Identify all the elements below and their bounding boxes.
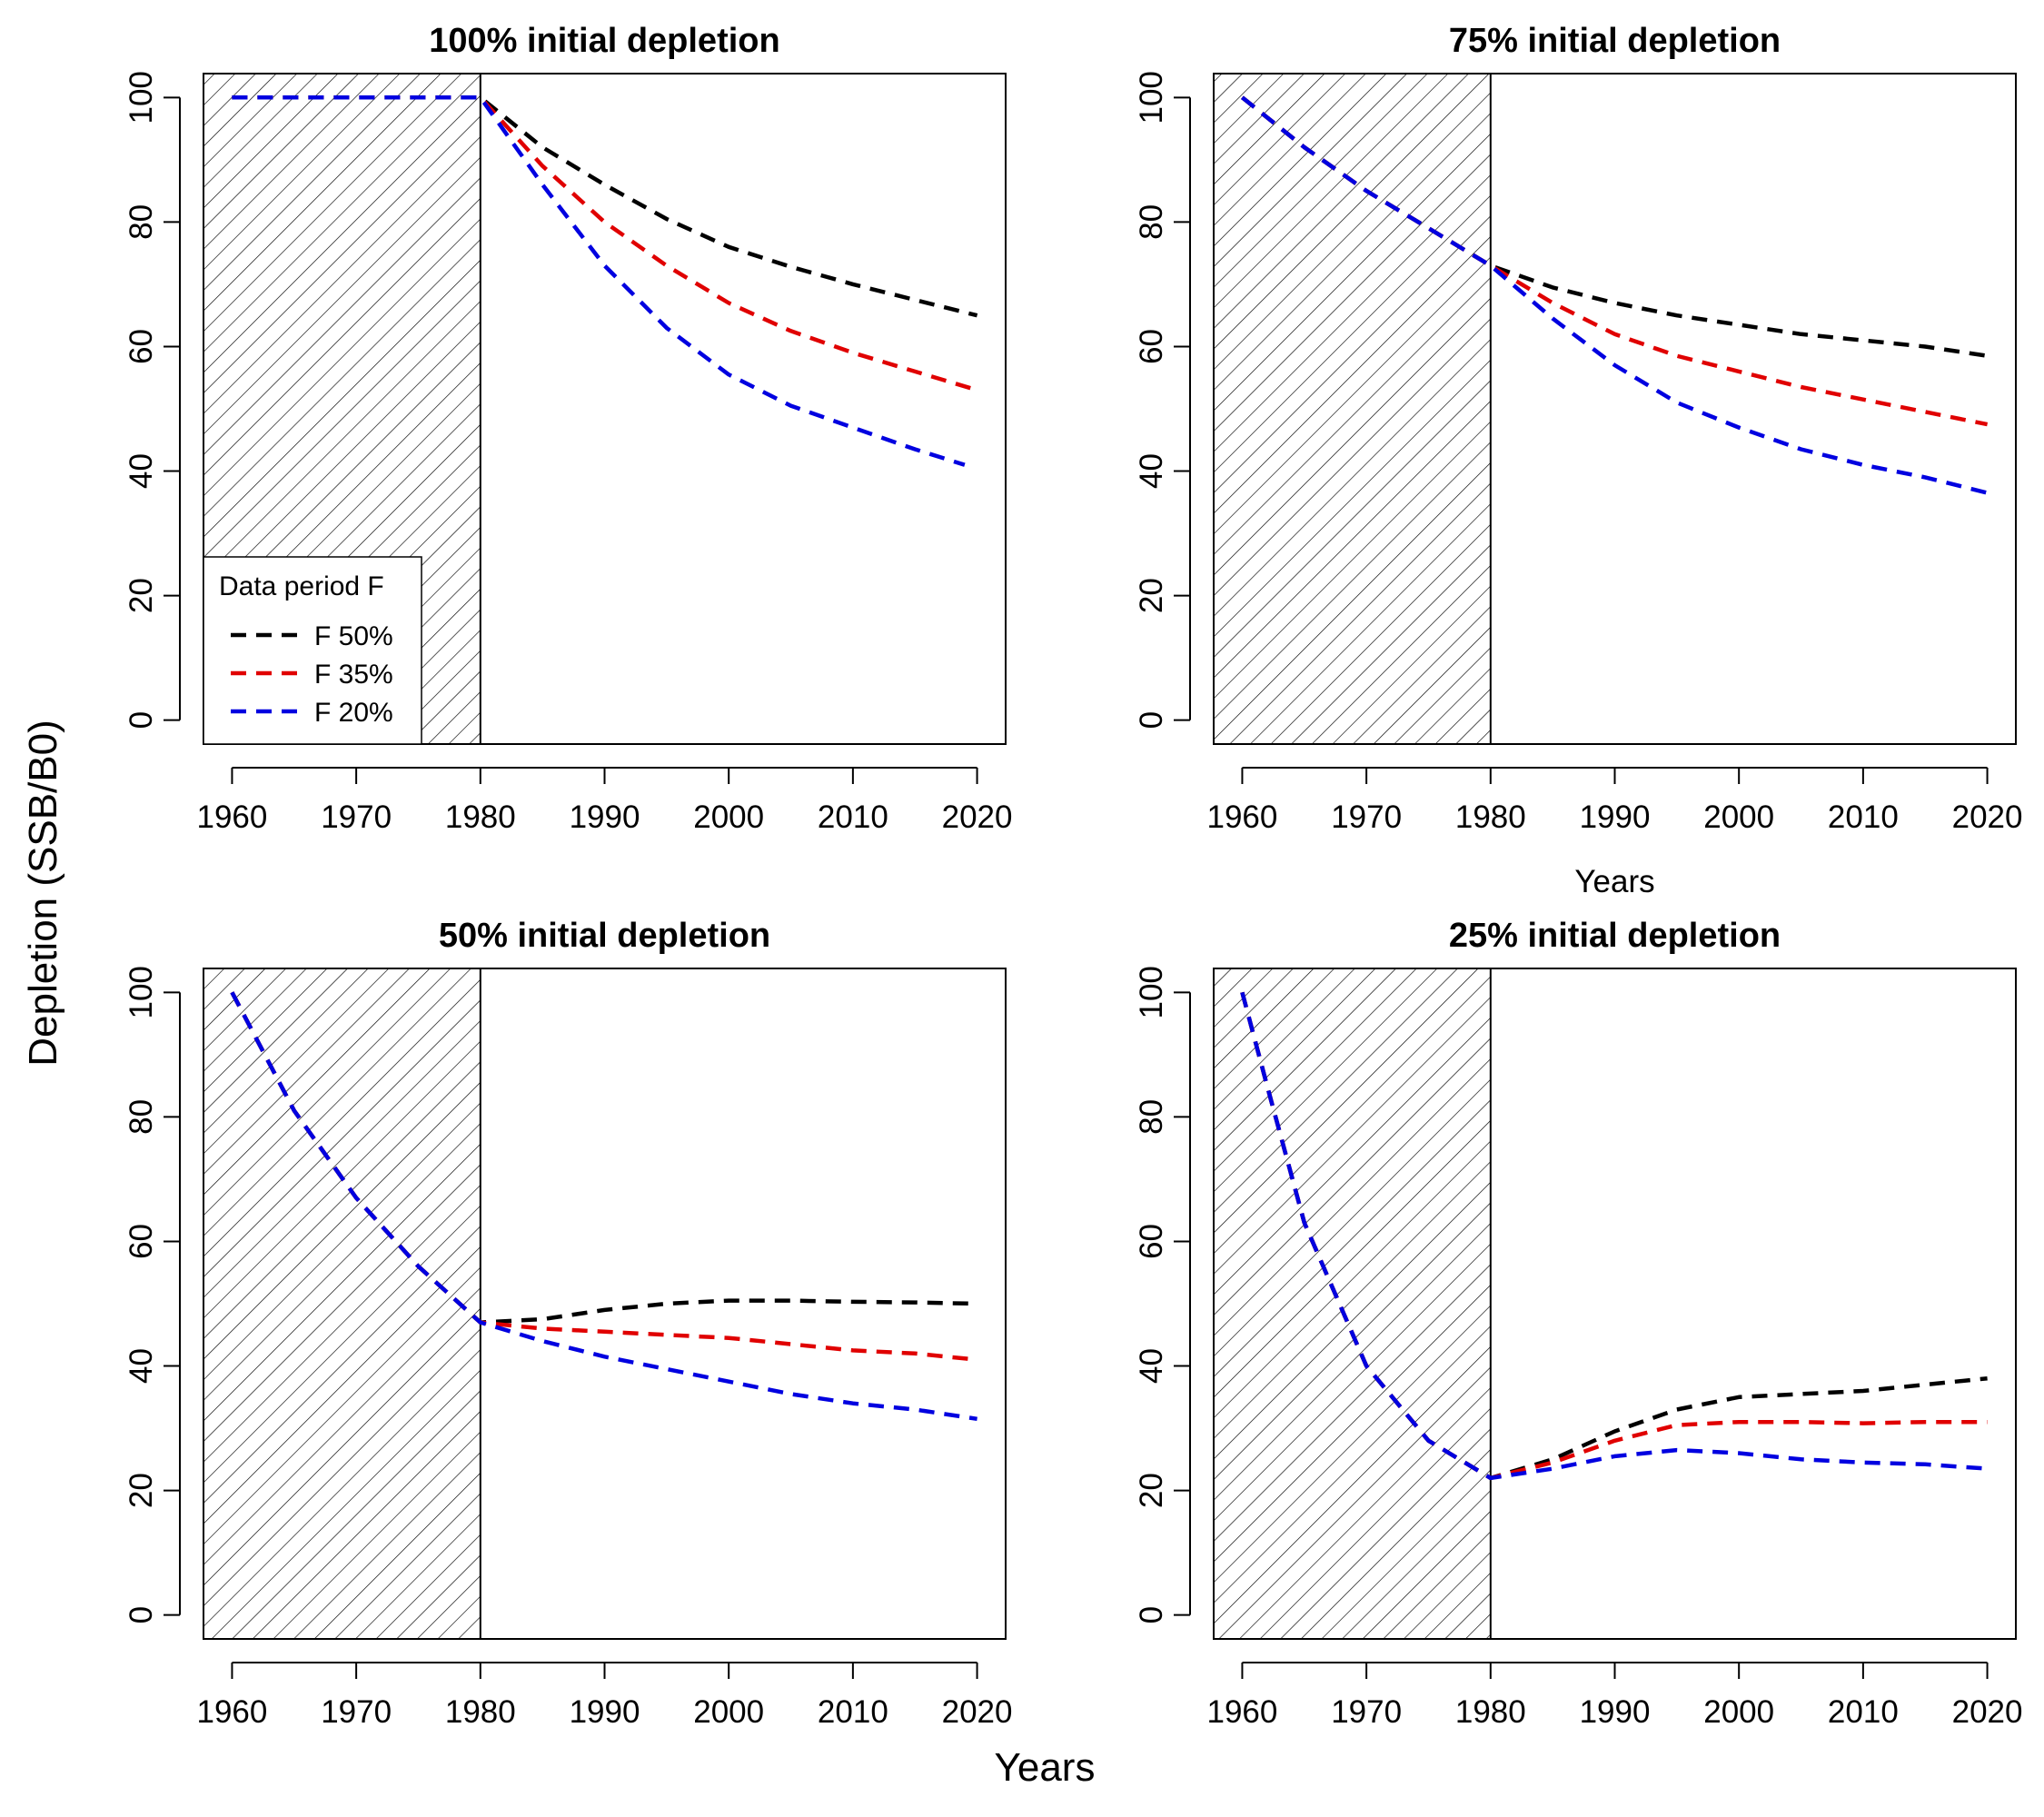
panel-1-x-tick-label-1970: 1970: [321, 799, 392, 835]
panel-4-data-period-hatch: [1214, 968, 1491, 1639]
panel-2-x-tick-label-2000: 2000: [1703, 799, 1774, 835]
panel-1-x-tick-label-2010: 2010: [818, 799, 888, 835]
panel-4-title: 25% initial depletion: [1449, 917, 1781, 955]
panel-2-y-tick-label-0: 0: [1134, 711, 1169, 729]
panel-1-x-tick-label-1990: 1990: [570, 799, 640, 835]
panel-3-series-f-20: [230, 991, 977, 1422]
panel-1: 100% initial depletion 1960 1970 1980 1990 20…: [124, 22, 1012, 835]
panel-1-legend-label-f-35: F 35%: [314, 660, 393, 690]
panel-2-y-tick-label-100: 100: [1134, 71, 1169, 124]
panel-4-plot-frame: [1213, 968, 2017, 1640]
panel-4-y-tick-label-60: 60: [1134, 1224, 1169, 1259]
panel-3-y-tick-label-80: 80: [124, 1099, 159, 1135]
panel-1-title: 100% initial depletion: [429, 22, 779, 60]
panel-3-title: 50% initial depletion: [439, 917, 770, 955]
panel-2-x-tick-label-1980: 1980: [1455, 799, 1526, 835]
figure-x-label: Years: [995, 1745, 1096, 1790]
panel-1-x-tick-label-1960: 1960: [197, 799, 268, 835]
panel-4-x-tick-label-1990: 1990: [1580, 1694, 1651, 1730]
panel-3-x-tick-label-2010: 2010: [818, 1694, 888, 1730]
panel-1-x-tick-label-2020: 2020: [942, 799, 1013, 835]
panel-4-x-tick-label-2020: 2020: [1952, 1694, 2023, 1730]
panel-2-x-tick-label-2020: 2020: [1952, 799, 2023, 835]
panel-4-x-tick-label-2000: 2000: [1703, 1694, 1774, 1730]
panel-2-title: 75% initial depletion: [1449, 22, 1781, 60]
panel-3-x-tick-label-1990: 1990: [570, 1694, 640, 1730]
panel-1-series-f-50: [232, 95, 978, 318]
panel-1-x-tick-label-2000: 2000: [693, 799, 764, 835]
panel-1-legend: Data period F F 50% F 35% F 20%: [203, 556, 422, 745]
panel-3-x-tick-label-1980: 1980: [445, 1694, 516, 1730]
panel-1-x-tick-label-1980: 1980: [445, 799, 516, 835]
panel-4-y-tick-label-20: 20: [1134, 1473, 1169, 1508]
panel-2-x-tick-label-2010: 2010: [1828, 799, 1899, 835]
panel-1-plot-frame: [203, 73, 1007, 745]
panel-2-data-period-hatch: [1214, 74, 1491, 744]
panel-1-y-tick-label-100: 100: [124, 71, 159, 124]
panel-4-y-tick-label-100: 100: [1134, 966, 1169, 1018]
panel-1-y-tick-label-20: 20: [124, 578, 159, 613]
panel-2-x-tick-label-1960: 1960: [1207, 799, 1278, 835]
panel-1-legend-label-f-50: F 50%: [314, 621, 393, 651]
panel-1-legend-label-f-20: F 20%: [314, 698, 393, 728]
panel-3-data-period-hatch: [203, 968, 481, 1639]
panel-4-x-tick-label-1970: 1970: [1331, 1694, 1402, 1730]
panel-1-legend-title: Data period F: [219, 571, 384, 601]
panel-2-y-tick-label-40: 40: [1134, 453, 1169, 489]
panel-2-y-tick-label-20: 20: [1134, 578, 1169, 613]
panel-2-plot-frame: [1213, 73, 2017, 745]
panel-2-x-tick-label-1990: 1990: [1580, 799, 1651, 835]
panel-3-x-tick-label-2000: 2000: [693, 1694, 764, 1730]
figure-y-label: Depletion (SSB/B0): [21, 720, 65, 1067]
panel-4-y-tick-label-80: 80: [1134, 1099, 1169, 1135]
panel-4-x-tick-label-1960: 1960: [1207, 1694, 1278, 1730]
panels: 100% initial depletion 1960 1970 1980 1990 20…: [124, 22, 2022, 1730]
panel-3-y-tick-label-100: 100: [124, 966, 159, 1018]
panel-2-y-tick-label-80: 80: [1134, 204, 1169, 240]
panel-2-x-label: Years: [1574, 864, 1654, 899]
panel-3-x-tick-label-2020: 2020: [942, 1694, 1013, 1730]
panel-3-plot-frame: [203, 968, 1007, 1640]
panel-1-y-tick-label-0: 0: [124, 711, 159, 729]
panel-4-y-tick-label-0: 0: [1134, 1606, 1169, 1623]
panel-2-series-f-20: [1240, 95, 1989, 495]
panel-3-x-tick-label-1960: 1960: [197, 1694, 268, 1730]
panel-3-y-tick-label-0: 0: [124, 1606, 159, 1623]
panel-1-y-tick-label-80: 80: [124, 204, 159, 240]
panel-1-series-f-35: [232, 95, 978, 392]
panel-1-y-tick-label-60: 60: [124, 329, 159, 364]
panel-1-series-f-20: [232, 95, 966, 467]
panel-3-y-tick-label-60: 60: [124, 1224, 159, 1259]
panel-3-x-tick-label-1970: 1970: [321, 1694, 392, 1730]
panel-3-y-tick-label-20: 20: [124, 1473, 159, 1508]
panel-4-y-tick-label-40: 40: [1134, 1348, 1169, 1384]
panel-1-y-tick-label-40: 40: [124, 453, 159, 489]
panel-4-series-f-20: [1240, 991, 1988, 1481]
panel-4-x-tick-label-2010: 2010: [1828, 1694, 1899, 1730]
panel-2-x-tick-label-1970: 1970: [1331, 799, 1402, 835]
panel-2-y-tick-label-60: 60: [1134, 329, 1169, 364]
panel-4-x-tick-label-1980: 1980: [1455, 1694, 1526, 1730]
panel-3-y-tick-label-40: 40: [124, 1348, 159, 1384]
